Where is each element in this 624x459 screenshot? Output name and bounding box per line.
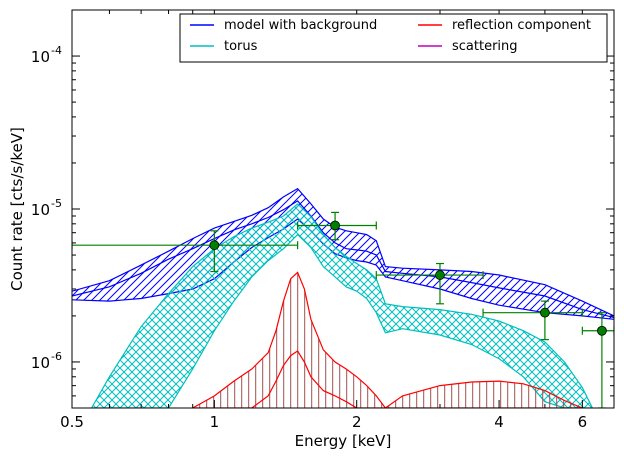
legend-box bbox=[179, 13, 608, 63]
data-points-layer bbox=[72, 211, 614, 408]
y-tick-label: 10 bbox=[31, 354, 50, 372]
x-tick-label: 0.5 bbox=[60, 413, 84, 431]
series-lower-reflection-component bbox=[192, 350, 583, 408]
y-tick-label: 10 bbox=[31, 48, 50, 66]
y-tick-base: 10 bbox=[31, 354, 50, 372]
series-lower-torus bbox=[91, 233, 593, 408]
y-tick-label: 10 bbox=[31, 201, 50, 219]
series-upper-torus bbox=[91, 203, 593, 408]
legend-label: model with background bbox=[224, 18, 377, 33]
legend-label: torus bbox=[224, 39, 258, 54]
data-marker bbox=[597, 325, 607, 336]
bands-layer bbox=[72, 187, 614, 408]
series-upper-model-with-background bbox=[72, 187, 614, 317]
data-marker bbox=[330, 220, 340, 231]
data-point bbox=[297, 211, 377, 241]
data-marker bbox=[539, 307, 550, 318]
y-tick-base: 10 bbox=[31, 201, 50, 219]
data-marker bbox=[435, 270, 445, 280]
legend-label: reflection component bbox=[452, 18, 591, 33]
band-reflection-component bbox=[199, 272, 579, 408]
legend: model with background torus reflection com… bbox=[179, 13, 608, 63]
y-tick-exponent: -4 bbox=[51, 44, 62, 57]
y-axis-title: Count rate [cts/s/keV] bbox=[8, 127, 26, 291]
y-tick-exponent: -6 bbox=[51, 350, 62, 363]
series-upper-reflection-component bbox=[192, 271, 583, 408]
data-point bbox=[375, 262, 484, 305]
legend-label: scattering bbox=[452, 39, 518, 54]
data-point bbox=[581, 312, 614, 408]
y-tick-base: 10 bbox=[31, 48, 50, 66]
data-point bbox=[72, 230, 299, 273]
y-tick-exponent: -5 bbox=[51, 197, 62, 210]
x-tick-label: 4 bbox=[494, 413, 504, 431]
x-tick-label: 6 bbox=[578, 413, 588, 431]
x-tick-label: 1 bbox=[210, 413, 220, 431]
data-marker bbox=[209, 240, 220, 251]
x-tick-label: 2 bbox=[352, 413, 362, 431]
band-torus bbox=[91, 203, 593, 408]
series-mid-model-with-background bbox=[72, 200, 614, 319]
x-axis-title: Energy [keV] bbox=[295, 432, 392, 450]
data-point bbox=[482, 300, 583, 341]
